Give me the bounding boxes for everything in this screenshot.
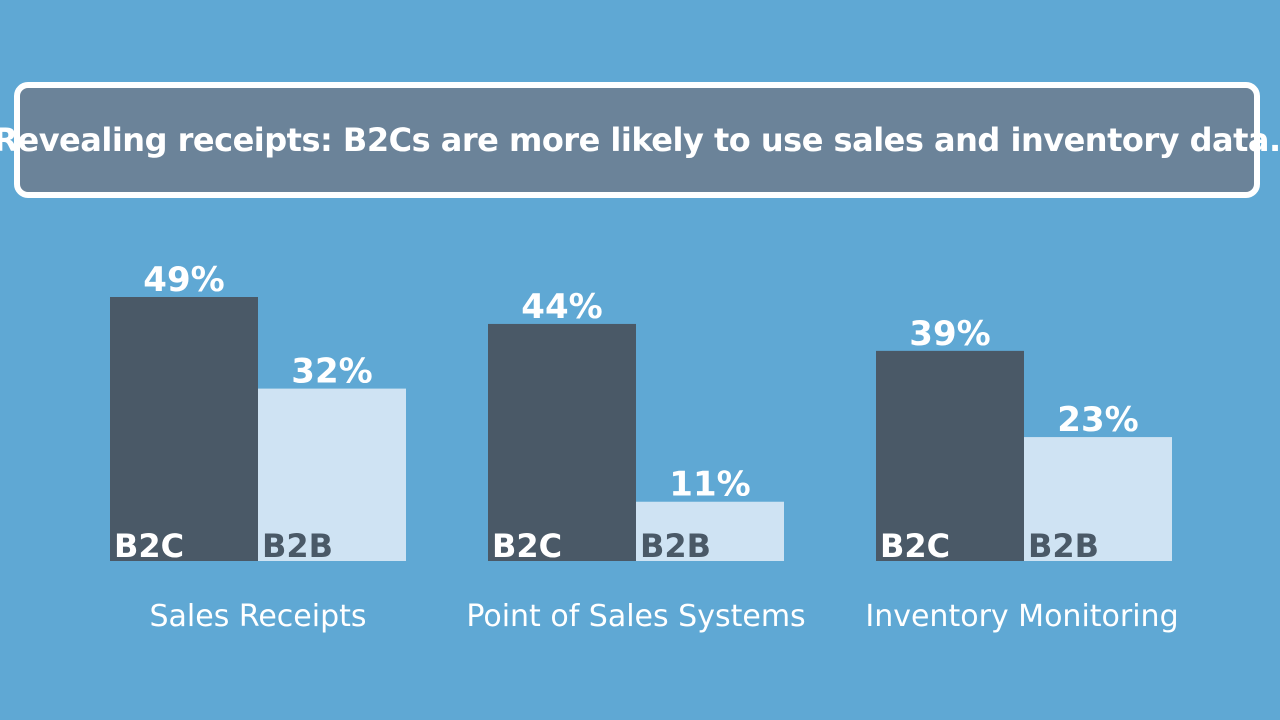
bar-b2c-2 [488,323,636,561]
value-label-b2b-2: 11% [669,465,750,505]
series-label-b2c-2: B2C [492,527,562,565]
category-label-1: Sales Receipts [149,599,366,634]
value-label-b2c-1: 49% [143,260,224,300]
series-label-b2b-1: B2B [262,527,333,565]
bar-b2b-1 [258,388,406,561]
value-label-b2b-1: 32% [291,352,372,392]
bar-b2c-3 [876,350,1024,561]
category-label-3: Inventory Monitoring [865,599,1178,634]
chart-title-box: Revealing receipts: B2Cs are more likely… [0,82,1280,198]
bar-b2b-3 [1024,437,1172,561]
series-label-b2c-3: B2C [880,527,950,565]
bar-b2c-1 [110,297,258,561]
series-label-b2c-1: B2C [114,527,184,565]
bar-b2b-2 [636,501,784,561]
chart-title: Revealing receipts: B2Cs are more likely… [0,121,1280,159]
value-label-b2c-2: 44% [521,287,602,327]
series-label-b2b-3: B2B [1028,527,1099,565]
category-label-2: Point of Sales Systems [466,599,805,634]
value-label-b2b-3: 23% [1057,400,1138,440]
value-label-b2c-3: 39% [909,314,990,354]
series-label-b2b-2: B2B [640,527,711,565]
